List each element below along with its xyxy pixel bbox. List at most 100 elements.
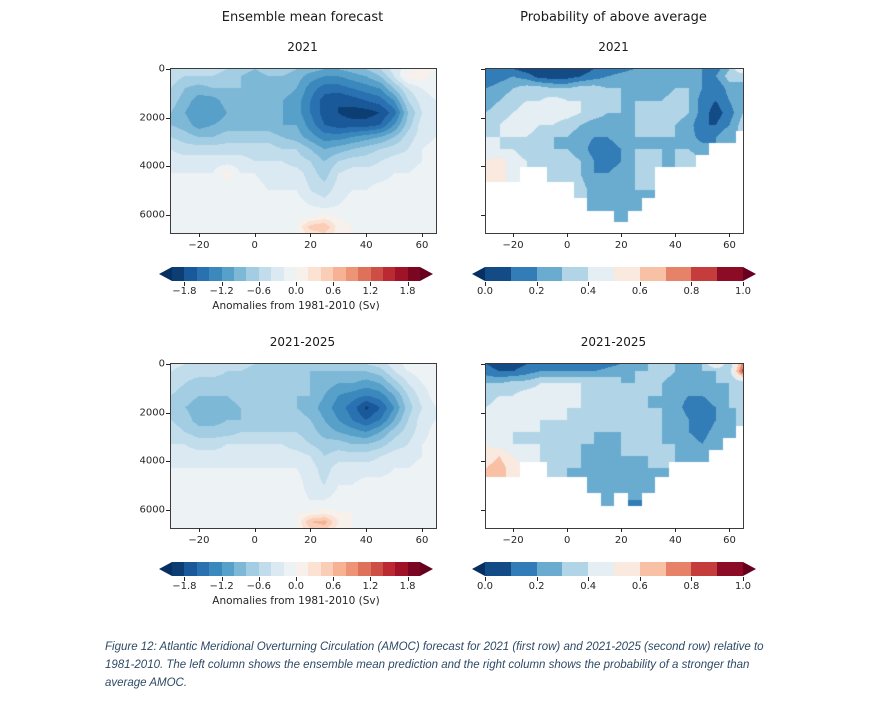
colorbar-body (485, 267, 743, 281)
colorbar-tick-mark (588, 282, 590, 286)
colorbar-cell (308, 562, 321, 576)
contour-plot-probability-2021-2025: −20 0 20 40 60 (481, 363, 744, 546)
colorbar-body (172, 267, 421, 281)
colorbar-extend-left-arrow (159, 562, 172, 576)
colorbar-tick-label: −1.2 (209, 581, 234, 592)
colorbar-cell (358, 267, 371, 281)
colorbar-cell (209, 562, 222, 576)
colorbar-tick-mark (639, 577, 641, 581)
colorbar-cell (510, 267, 537, 281)
contour-plot-ensemble-2021: −20 0 20 40 60 0 2000 4000 6000 (140, 64, 437, 251)
x-tick-mark (513, 233, 515, 237)
x-tick-label: 40 (359, 535, 373, 546)
colorbar-cell (395, 267, 408, 281)
x-tick-label: 60 (723, 240, 736, 251)
subplot-title-ensemble-2021-2025: 2021-2025 (269, 335, 336, 349)
column-header-ensemble-mean: Ensemble mean forecast (221, 10, 384, 25)
colorbar-cell (613, 562, 640, 576)
y-tick-label: 0 (158, 63, 165, 75)
colorbar-tick-label: 0.0 (477, 581, 493, 592)
x-tick-label: −20 (502, 535, 524, 546)
x-tick-mark (422, 233, 424, 237)
colorbar-tick-label: 0.4 (580, 286, 597, 297)
x-tick-mark (366, 528, 368, 532)
y-tick-mark (166, 364, 170, 365)
colorbar-cell (691, 562, 718, 576)
colorbar-tick-label: 1.0 (735, 286, 751, 297)
colorbar-cell (639, 267, 666, 281)
subplot-title-ensemble-2021: 2021 (287, 40, 318, 54)
x-tick-label: 0 (563, 535, 571, 546)
x-tick-label: 0 (563, 240, 571, 251)
colorbar-cell (209, 267, 222, 281)
subplot-title-probability-2021-2025: 2021-2025 (580, 335, 647, 349)
colorbar-cell (271, 267, 284, 281)
colorbar-cell (184, 267, 197, 281)
colorbar-tick-mark (333, 577, 335, 581)
x-tick-mark (621, 528, 623, 532)
colorbar-cell (382, 267, 396, 281)
column-header-probability: Probability of above average (520, 10, 707, 25)
x-tick-mark (254, 233, 256, 237)
y-tick-mark (481, 509, 485, 511)
x-tick-label: −20 (188, 240, 210, 251)
y-tick-label: 4000 (139, 455, 165, 467)
y-tick-mark (166, 117, 170, 119)
colorbar-cell (510, 562, 537, 576)
colorbar-cell (639, 562, 666, 576)
y-tick-mark (481, 364, 485, 365)
x-tick-mark (310, 528, 312, 532)
colorbar-tick-mark (485, 282, 486, 286)
x-tick-label: −20 (188, 535, 210, 546)
x-tick-mark (567, 528, 569, 532)
y-tick-mark (166, 214, 170, 216)
colorbar-cell (382, 562, 396, 576)
colorbar-tick-mark (485, 577, 486, 581)
x-tick-label: 20 (304, 240, 317, 251)
colorbar-tick-mark (258, 577, 260, 581)
colorbar-cell (283, 562, 297, 576)
x-tick-mark (422, 528, 424, 532)
colorbar-cell (320, 267, 334, 281)
x-tick-mark (198, 233, 200, 237)
colorbar-cell (333, 267, 346, 281)
colorbar-tick-label: 0.4 (580, 581, 597, 592)
colorbar-cell (407, 562, 421, 576)
colorbar-cell (234, 267, 247, 281)
colorbar-cell (258, 267, 272, 281)
colorbar-cell (345, 562, 359, 576)
x-tick-mark (567, 233, 569, 237)
colorbar-probability-row1: 0.0 0.2 0.4 0.6 0.8 1.0 (472, 267, 756, 297)
colorbar-cell (613, 267, 640, 281)
x-tick-mark (729, 233, 731, 237)
y-tick-label: 2000 (139, 112, 165, 124)
colorbar-tick-label: −0.6 (246, 581, 271, 592)
colorbar-tick-mark (743, 282, 744, 286)
colorbar-cell (221, 562, 235, 576)
colorbar-cell (717, 267, 743, 281)
y-tick-mark (481, 461, 485, 463)
colorbar-tick-label: −1.8 (172, 581, 197, 592)
colorbar-cell (234, 562, 247, 576)
colorbar-cell (358, 562, 371, 576)
colorbar-cell (172, 267, 185, 281)
colorbar-tick-mark (258, 282, 260, 286)
colorbar-tick-mark (407, 577, 409, 581)
colorbar-tick-mark (536, 282, 538, 286)
colorbar-extend-left-arrow (472, 562, 485, 576)
colorbar-cell (333, 562, 346, 576)
colorbar-tick-label: 1.8 (399, 286, 416, 297)
colorbar-tick-mark (221, 282, 223, 286)
colorbar-tick-mark (536, 577, 538, 581)
colorbar-tick-mark (691, 282, 693, 286)
y-tick-label: 0 (158, 358, 165, 370)
colorbar-tick-mark (296, 282, 297, 286)
colorbar-cell (485, 562, 511, 576)
colorbar-cell (345, 267, 359, 281)
colorbar-tick-mark (184, 577, 186, 581)
colorbar-anomaly-label-row1: Anomalies from 1981-2010 (Sv) (212, 300, 380, 312)
x-tick-mark (366, 233, 368, 237)
colorbar-cell (246, 562, 259, 576)
colorbar-cell (184, 562, 197, 576)
